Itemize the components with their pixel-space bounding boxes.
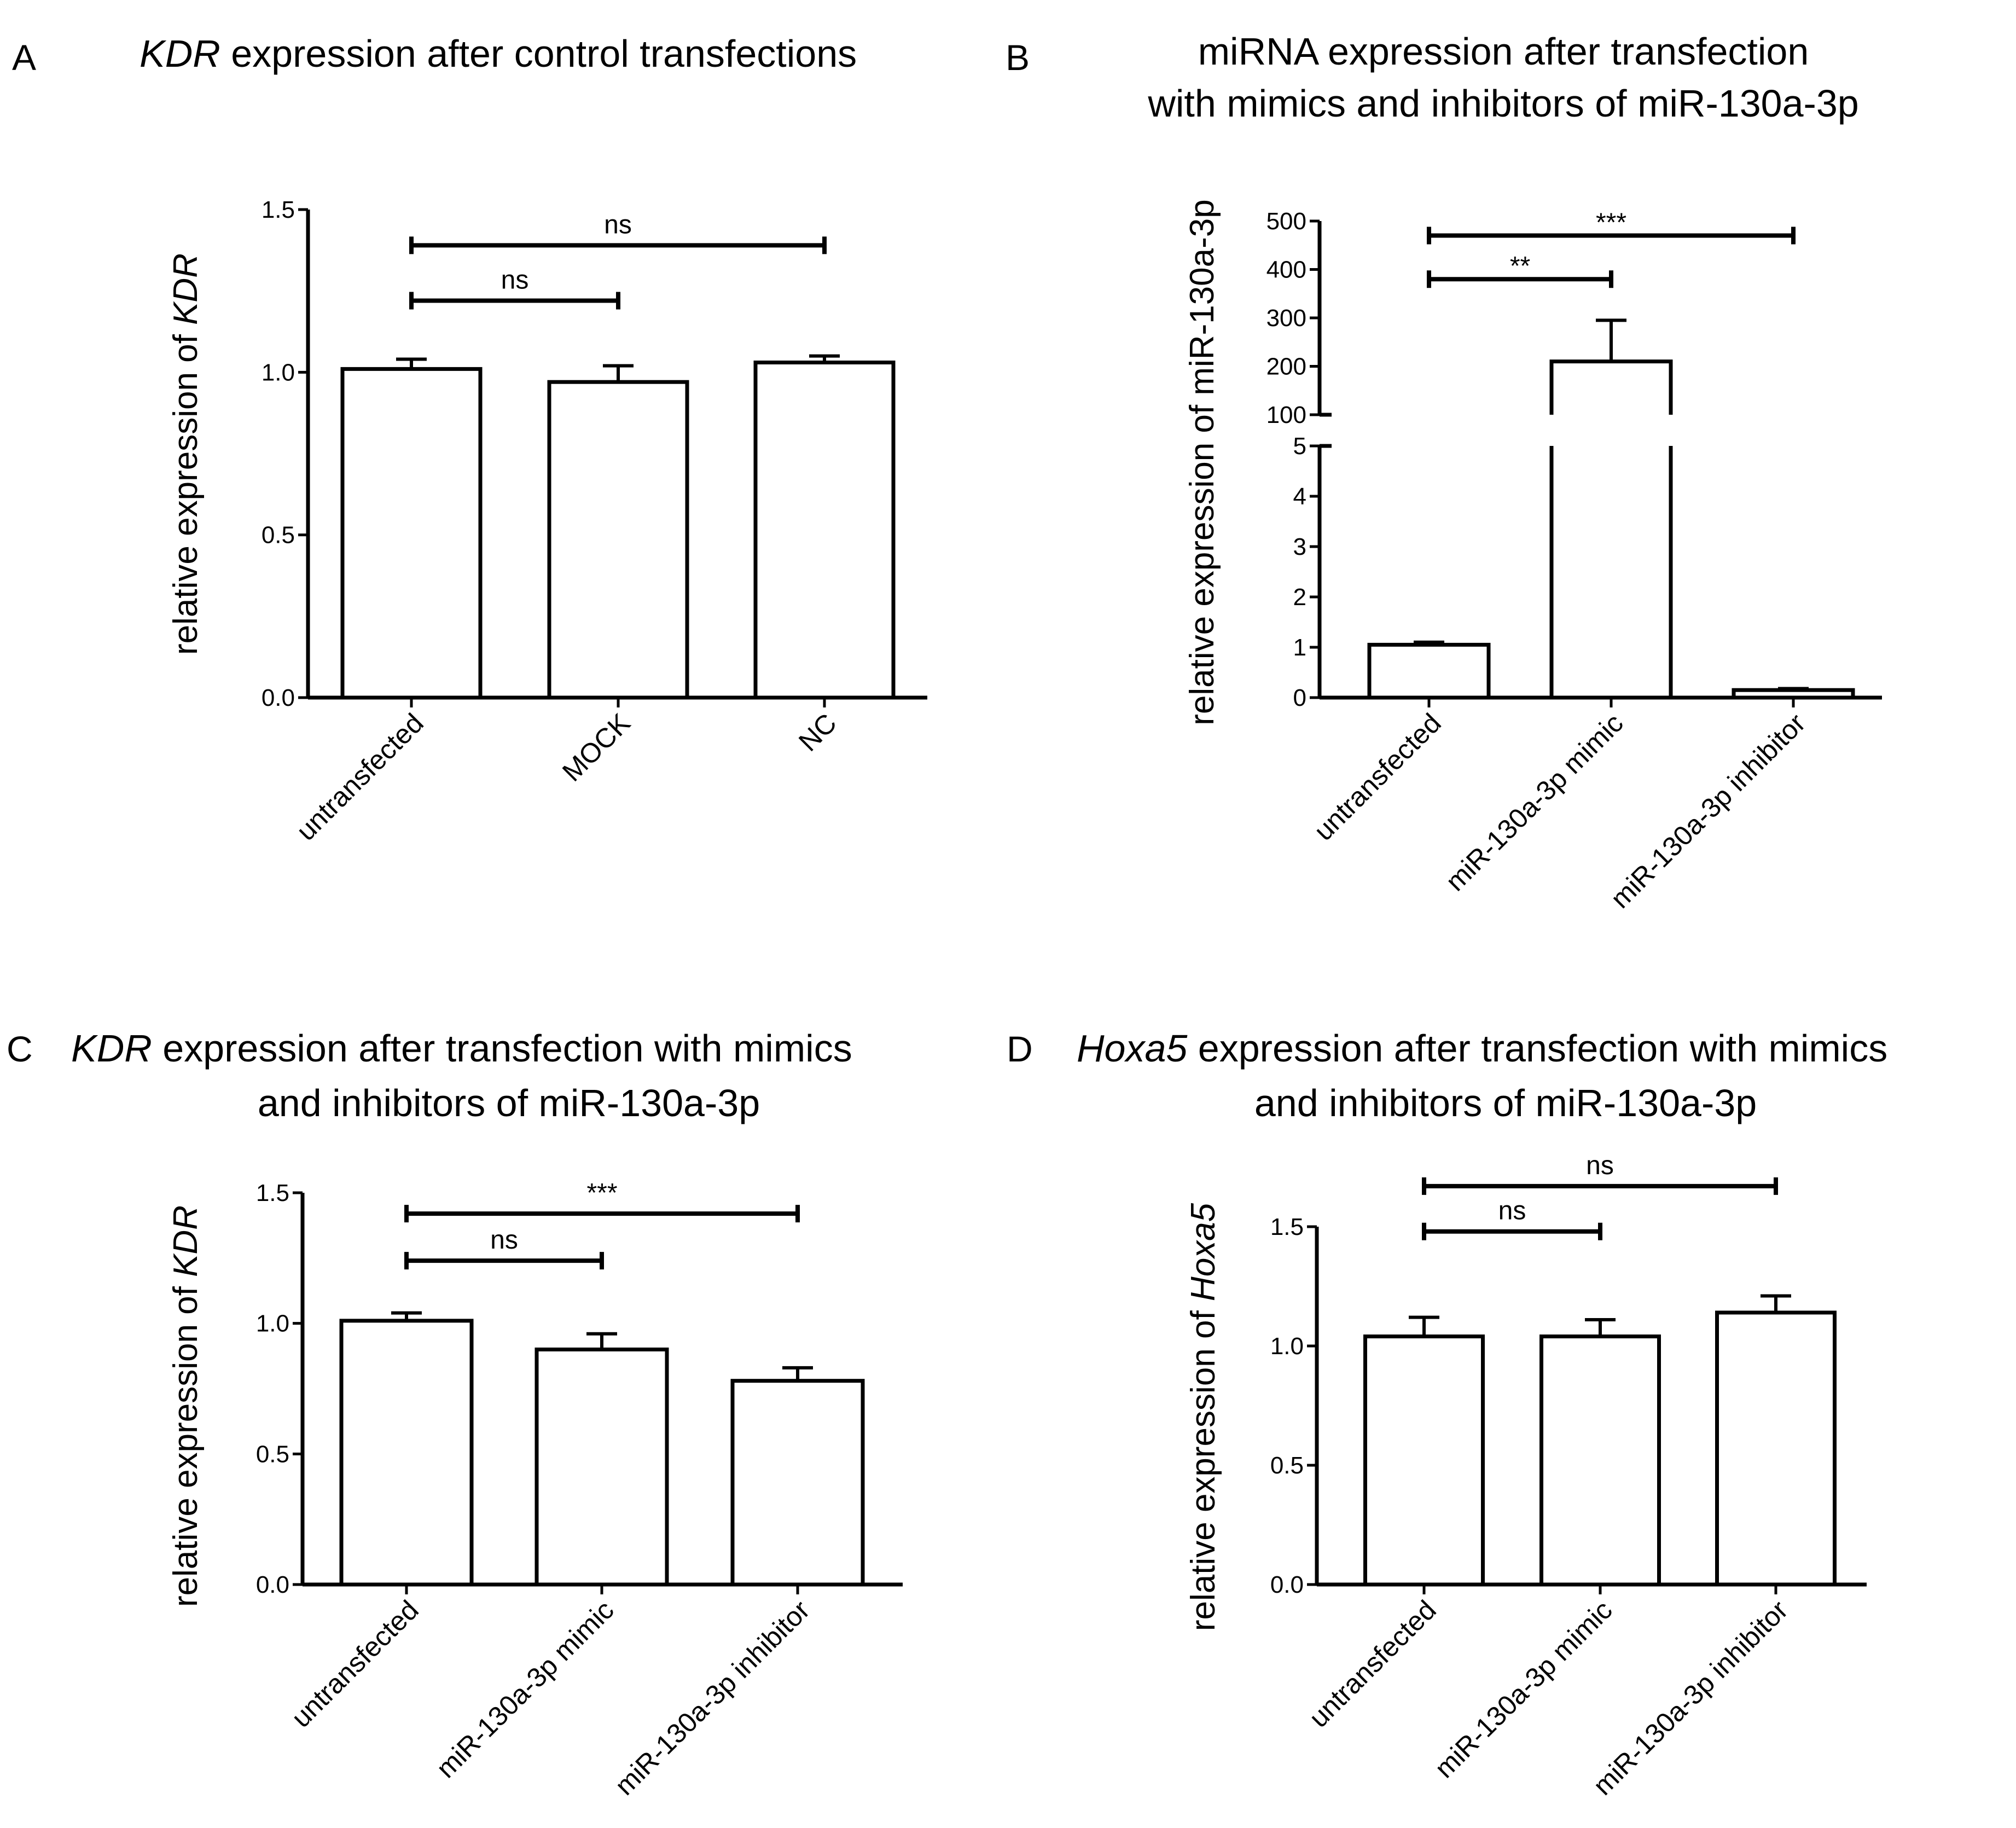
y-axis-label-b: relative expression of miR-130a-3p [1183, 199, 1221, 725]
y-tick-label-c: 0.5 [256, 1441, 289, 1467]
y-tick-label-c: 1.0 [256, 1310, 289, 1337]
chart-title-b-line1: miRNA expression after transfection [1198, 30, 1809, 73]
plot-area-c: 0.0 0.5 1.0 1.5 untransfected miR-130a-3p mim… [256, 1179, 903, 1801]
x-tick-label-a: NC [793, 707, 843, 757]
title-rest-a: expression after control transfections [220, 32, 857, 75]
chart-title-b-line2: with mimics and inhibitors of miR-130a-3… [1147, 82, 1858, 125]
y-tick-label-d: 1.5 [1270, 1214, 1304, 1240]
bar-upper-b [1549, 359, 1673, 415]
y-tick-label-lower-b: 1 [1293, 634, 1306, 661]
y-tick-label-a: 0.0 [262, 684, 295, 711]
y-tick-label-c: 0.0 [256, 1571, 289, 1598]
y-tick-label-d: 0.0 [1270, 1571, 1304, 1598]
x-tick-label-b: miR-130a-3p mimic [1440, 707, 1629, 897]
chart-title-c-line1: KDR expression after transfection with m… [71, 1027, 852, 1070]
x-tick-label-a: untransfected [291, 707, 429, 846]
y-tick-label-upper-b: 100 [1266, 402, 1306, 428]
x-tick-label-d: miR-130a-3p inhibitor [1587, 1594, 1794, 1801]
x-tick-label-d: untransfected [1303, 1594, 1442, 1733]
bar-c [534, 1347, 669, 1587]
bar-d [1363, 1334, 1485, 1587]
bar-d [1715, 1310, 1837, 1587]
x-tick-label-a: MOCK [556, 707, 636, 787]
chart-title-d-line1: Hoxa5 expression after transfection with… [1077, 1027, 1887, 1070]
y-tick-label-lower-b: 5 [1293, 433, 1306, 460]
x-tick-label-b: miR-130a-3p inhibitor [1605, 707, 1811, 914]
y-tick-label-a: 1.0 [262, 359, 295, 386]
chart-title-d-line2: and inhibitors of miR-130a-3p [1254, 1082, 1757, 1124]
y-tick-label-a: 1.5 [262, 196, 295, 223]
y-tick-label-a: 0.5 [262, 522, 295, 549]
y-tick-label-lower-b: 2 [1293, 584, 1306, 611]
y-tick-label-c: 1.5 [256, 1180, 289, 1206]
y-tick-label-lower-b: 3 [1293, 533, 1306, 560]
bar-a [547, 380, 689, 700]
bar-d [1539, 1334, 1661, 1587]
significance-label-d: ns [1498, 1197, 1526, 1226]
significance-label-a: ns [501, 266, 529, 295]
bar-c [730, 1379, 865, 1587]
y-tick-label-upper-b: 200 [1266, 353, 1306, 380]
significance-label-d: ns [1586, 1151, 1614, 1180]
x-tick-label-c: untransfected [286, 1594, 425, 1733]
y-tick-label-d: 1.0 [1270, 1333, 1304, 1360]
panel-label-b: B [1006, 37, 1030, 78]
chart-title-a: KDR expression after control transfectio… [140, 32, 857, 75]
panel-label-d: D [1007, 1029, 1033, 1069]
panel-label-c: C [7, 1029, 33, 1069]
significance-label-c: ns [490, 1226, 518, 1255]
panel-c: C KDR expression after transfection with… [7, 1027, 903, 1801]
bar-b [1732, 688, 1855, 700]
y-tick-label-lower-b: 0 [1293, 684, 1306, 711]
plot-area-a: 0.0 0.5 1.0 1.5 untransfected MOCK NC ns ns [262, 196, 927, 846]
y-tick-label-upper-b: 300 [1266, 305, 1306, 332]
x-tick-label-b: untransfected [1308, 707, 1447, 846]
bar-a [340, 367, 483, 700]
chart-title-c-line2: and inhibitors of miR-130a-3p [258, 1082, 760, 1124]
title-italic-a: KDR [140, 32, 220, 75]
significance-label-b: *** [1596, 208, 1626, 237]
y-axis-label-c: relative expression of KDR [167, 1205, 205, 1607]
x-tick-label-d: miR-130a-3p mimic [1429, 1594, 1618, 1784]
y-tick-label-d: 0.5 [1270, 1452, 1304, 1479]
bar-a [753, 360, 896, 700]
panel-b: B miRNA expression after transfection wi… [1006, 30, 1882, 914]
significance-label-a: ns [604, 210, 632, 239]
y-tick-label-upper-b: 400 [1266, 257, 1306, 283]
y-axis-label-d: relative expression of Hoxa5 [1184, 1203, 1222, 1631]
plot-area-b: 100200300400500012345untransfectedmiR-13… [1266, 208, 1882, 914]
significance-label-c: *** [586, 1179, 617, 1208]
x-tick-label-c: miR-130a-3p mimic [431, 1594, 620, 1784]
bar-b [1367, 642, 1491, 700]
significance-label-b: ** [1510, 252, 1530, 281]
x-tick-label-c: miR-130a-3p inhibitor [609, 1594, 816, 1801]
panel-a: A KDR expression after control transfect… [12, 32, 927, 846]
y-tick-label-lower-b: 4 [1293, 483, 1306, 510]
y-tick-label-upper-b: 500 [1266, 208, 1306, 235]
panel-label-a: A [12, 37, 36, 78]
panel-d: D Hoxa5 expression after transfection wi… [1007, 1027, 1887, 1801]
y-axis-label-a: relative expression of KDR [167, 253, 205, 655]
bar-c [339, 1319, 474, 1587]
